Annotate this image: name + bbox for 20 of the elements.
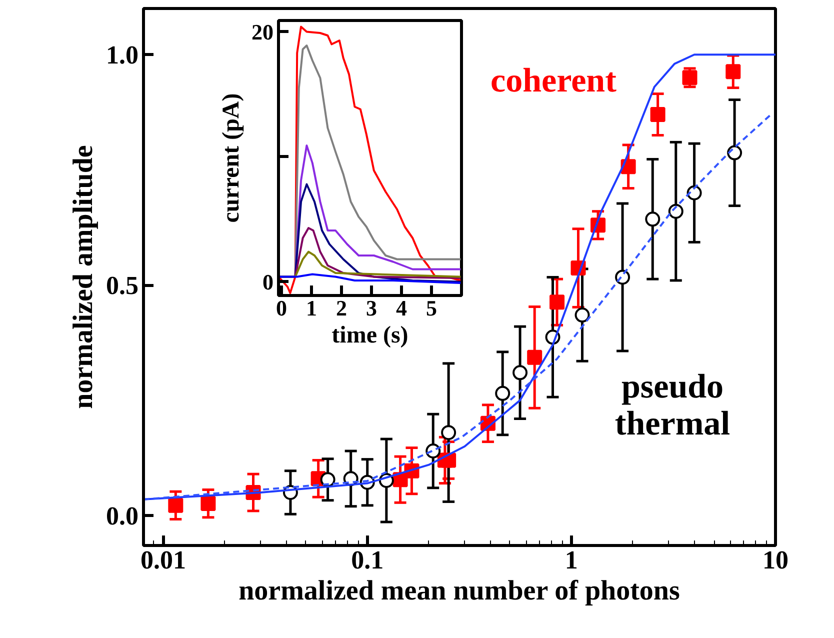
x-tick-label: 1	[306, 296, 317, 320]
x-axis-title: time (s)	[332, 322, 408, 348]
y-tick-label: 1.0	[106, 40, 138, 70]
y-tick-label: 0.0	[106, 502, 138, 531]
x-tick-label: 1	[564, 546, 578, 574]
line-series	[278, 273, 462, 284]
x-tick-label: 3	[366, 296, 377, 320]
y-tick-label: 0.5	[106, 271, 138, 300]
series-label: pseudo thermal	[614, 368, 730, 442]
x-axis-title: normalized mean number of photons	[238, 576, 680, 606]
x-tick-label: 0.01	[140, 546, 186, 574]
y-axis-title: current (pA)	[218, 93, 244, 223]
y-tick-label: 20	[252, 19, 274, 44]
x-tick-label: 0.1	[351, 546, 384, 574]
x-tick-label: 5	[426, 296, 437, 320]
x-tick-label: 2	[336, 296, 347, 320]
x-tick-label: 4	[396, 296, 407, 320]
series-label: coherent	[490, 62, 618, 100]
x-tick-label: 10	[762, 546, 788, 574]
y-axis-title: normalized amplitude	[68, 145, 99, 409]
